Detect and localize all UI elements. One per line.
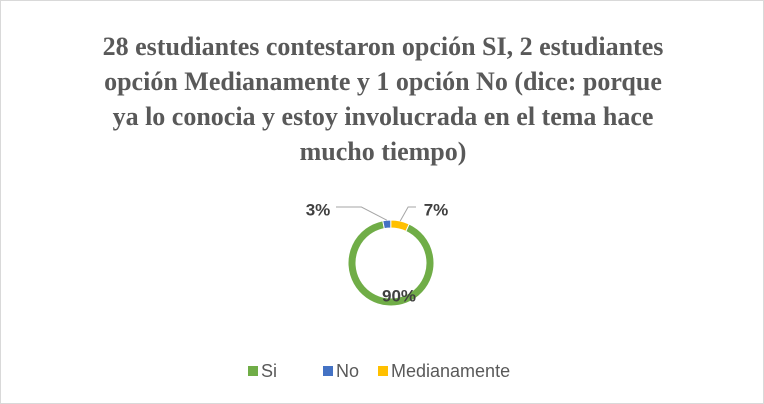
legend-label: Si <box>261 361 277 381</box>
data-label: 3% <box>306 200 331 219</box>
chart-title: 28 estudiantes contestaron opción SI, 2 … <box>102 32 664 166</box>
slice <box>390 219 410 232</box>
legend-swatch <box>323 366 333 376</box>
data-label: 7% <box>424 200 449 219</box>
leader-line <box>399 206 416 222</box>
data-label: 90% <box>382 286 416 305</box>
legend-label: No <box>336 361 359 381</box>
slice <box>382 219 392 230</box>
legend-swatch <box>248 366 258 376</box>
legend-label: Medianamente <box>391 361 510 381</box>
leader-line <box>336 206 388 221</box>
legend-swatch <box>378 366 388 376</box>
